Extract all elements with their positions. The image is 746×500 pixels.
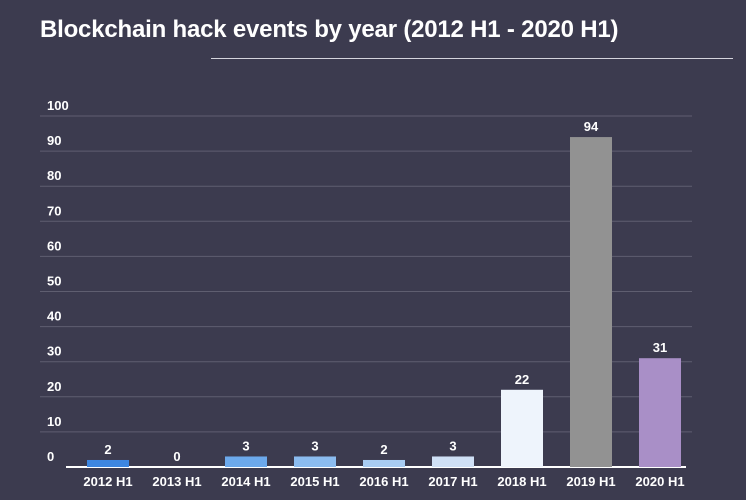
- chart-title: Blockchain hack events by year (2012 H1 …: [40, 16, 619, 43]
- y-tick-label-100: 100: [47, 98, 69, 113]
- y-axis-tick-labels: 0 10 20 30 40 50 60 70 80 90 100: [47, 98, 69, 464]
- x-tick-label: 2016 H1: [359, 474, 408, 489]
- y-tick-label-90: 90: [47, 133, 61, 148]
- data-label: 0: [173, 449, 180, 464]
- x-tick-label: 2012 H1: [83, 474, 132, 489]
- data-label: 3: [449, 438, 456, 453]
- data-label: 2: [380, 442, 387, 457]
- data-labels: 2 0 3 3 2 3 22 94 31: [104, 119, 667, 464]
- x-tick-label: 2013 H1: [152, 474, 201, 489]
- bar-2014-h1: [225, 456, 267, 467]
- bar-2019-h1: [570, 137, 612, 467]
- data-label: 31: [653, 340, 667, 355]
- x-tick-label: 2015 H1: [290, 474, 339, 489]
- title-underline: [211, 58, 733, 59]
- y-tick-label-30: 30: [47, 344, 61, 359]
- data-label: 3: [242, 438, 249, 453]
- bar-2018-h1: [501, 389, 543, 467]
- bar-2016-h1: [363, 459, 405, 467]
- bar-2012-h1: [87, 459, 129, 467]
- y-tick-label-20: 20: [47, 379, 61, 394]
- data-label: 2: [104, 442, 111, 457]
- bar-2015-h1: [294, 456, 336, 467]
- bars: [87, 137, 681, 467]
- bar-2017-h1: [432, 456, 474, 467]
- y-tick-label-50: 50: [47, 274, 61, 289]
- y-tick-label-60: 60: [47, 238, 61, 253]
- y-tick-label-10: 10: [47, 414, 61, 429]
- x-tick-label: 2020 H1: [635, 474, 684, 489]
- x-tick-label: 2018 H1: [497, 474, 546, 489]
- x-tick-label: 2014 H1: [221, 474, 270, 489]
- x-axis-tick-labels: 2012 H1 2013 H1 2014 H1 2015 H1 2016 H1 2017 …: [83, 474, 684, 489]
- x-tick-label: 2019 H1: [566, 474, 615, 489]
- data-label: 3: [311, 438, 318, 453]
- y-tick-label-70: 70: [47, 203, 61, 218]
- bar-2020-h1: [639, 358, 681, 467]
- y-tick-label-40: 40: [47, 309, 61, 324]
- y-tick-label-0: 0: [47, 449, 54, 464]
- data-label: 94: [584, 119, 599, 134]
- x-tick-label: 2017 H1: [428, 474, 477, 489]
- data-label: 22: [515, 372, 529, 387]
- y-tick-label-80: 80: [47, 168, 61, 183]
